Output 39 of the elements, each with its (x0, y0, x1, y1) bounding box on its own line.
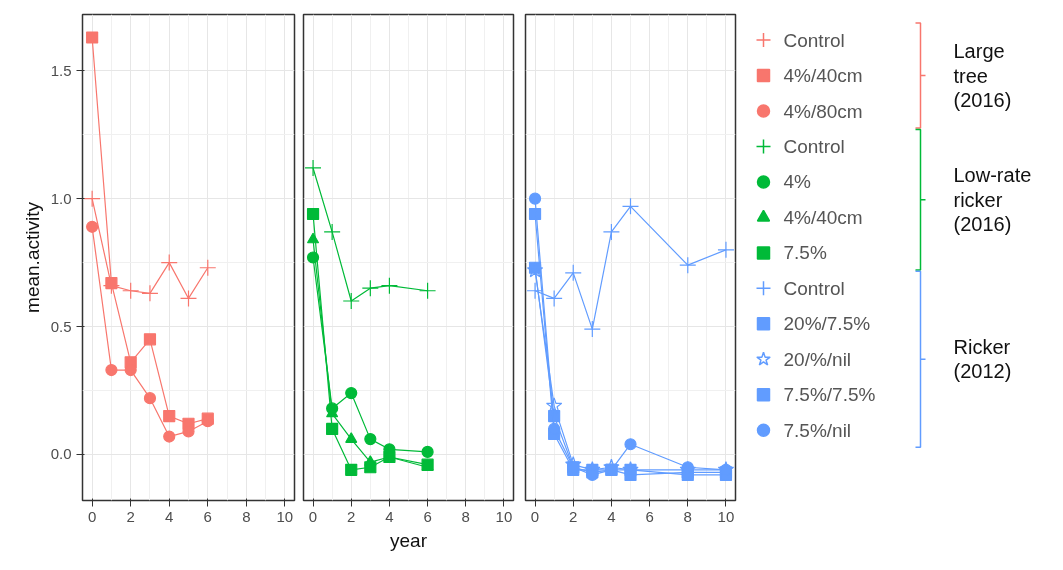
x-tick-label: 0 (530, 507, 540, 525)
y-tick-label: 0.0 (50, 445, 72, 463)
x-tick-label: 4 (385, 507, 394, 525)
y-axis-title: mean.activity (21, 201, 43, 313)
legend-label: 4%/80cm (783, 100, 863, 122)
legend-title: Large tree (2016) (953, 40, 1012, 111)
y-tick-label: 0.5 (50, 317, 72, 335)
x-tick-label: 0 (87, 507, 97, 525)
x-tick-label: 2 (126, 507, 135, 525)
legend-label: 20%/7.5% (783, 313, 871, 335)
legend-label: 4%/40cm (783, 65, 863, 87)
x-tick-label: 8 (242, 507, 251, 525)
x-tick-label: 8 (461, 507, 470, 525)
legend-label: Control (783, 135, 845, 157)
x-tick-label: 2 (569, 507, 578, 525)
x-tick-label: 8 (683, 507, 692, 525)
y-tick-label: 1.0 (50, 189, 72, 207)
x-tick-label: 10 (495, 507, 513, 525)
y-tick-label: 1.5 (50, 61, 72, 79)
legend-label: 7.5%/7.5% (783, 384, 876, 406)
x-tick-label: 6 (423, 507, 432, 525)
legend-title: Ricker (2012) (953, 336, 1012, 383)
legend-label: 4% (783, 171, 812, 193)
legend-label: 7.5% (783, 242, 827, 264)
legend-label: 20/%/nil (783, 348, 852, 370)
x-tick-label: 10 (717, 507, 735, 525)
x-axis-title: year (390, 529, 428, 551)
legend-title: Low-rate ricker (2016) (953, 164, 1032, 235)
legend-label: 7.5%/nil (783, 419, 852, 441)
x-tick-label: 6 (645, 507, 654, 525)
legend-label: Control (783, 29, 845, 51)
x-tick-label: 4 (165, 507, 174, 525)
x-tick-label: 6 (203, 507, 212, 525)
x-tick-label: 2 (347, 507, 356, 525)
legend-label: Control (783, 277, 845, 299)
x-tick-label: 0 (308, 507, 318, 525)
x-tick-label: 4 (607, 507, 616, 525)
legend-label: 4%/40cm (783, 206, 863, 228)
x-tick-label: 10 (276, 507, 294, 525)
